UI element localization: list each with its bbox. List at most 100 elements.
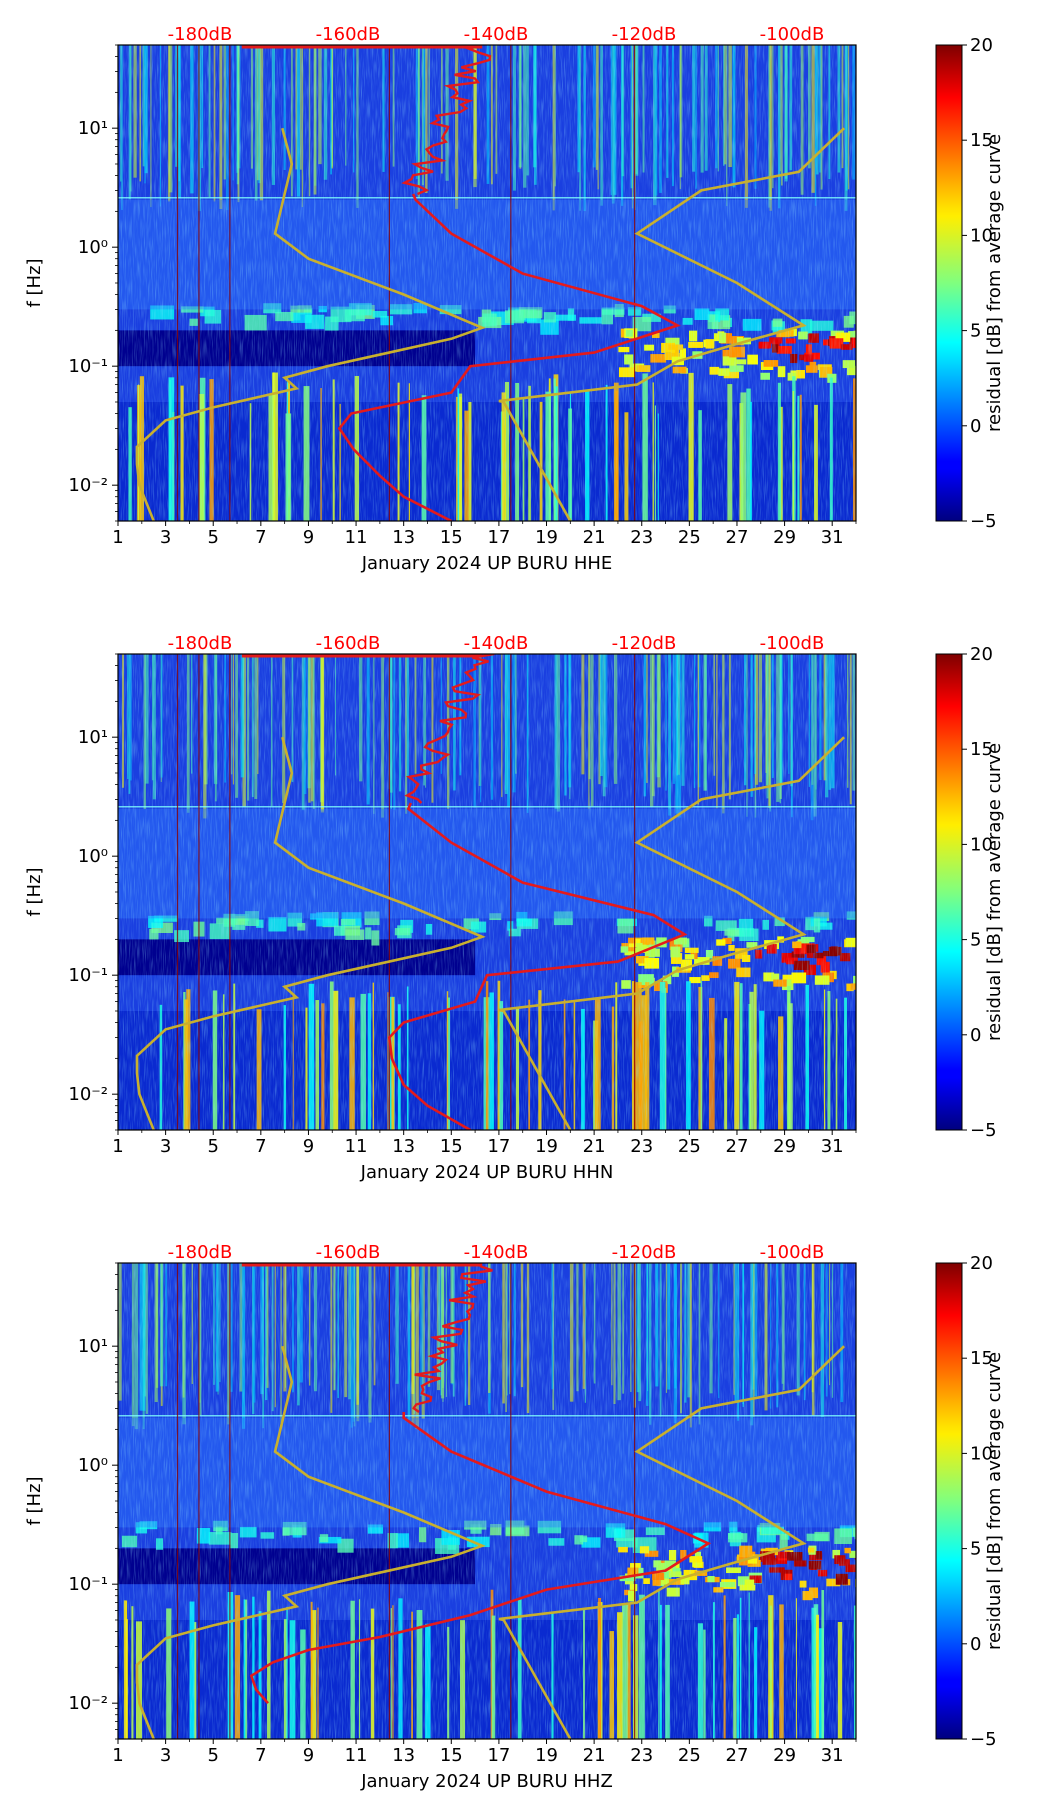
db-label: -140dB: [464, 1242, 529, 1263]
colorbar-label: residual [dB] from average curve: [984, 1352, 1005, 1650]
colorbar-tick-label: 0: [970, 1025, 981, 1046]
x-axis-label: January 2024 UP BURU HHN: [360, 1162, 614, 1183]
y-tick-label: 10¹: [78, 1336, 108, 1357]
noise_model_high-line: [498, 736, 846, 1130]
colorbar-tick-label: 10: [970, 1443, 993, 1464]
y-tick-label: 10¹: [78, 727, 108, 748]
heatmap-area: [118, 45, 856, 521]
power-curve-hf-line: [404, 654, 495, 804]
x-tick-label: 23: [630, 1136, 653, 1157]
db-label: -120dB: [612, 633, 677, 654]
x-tick-label: 11: [345, 527, 368, 548]
colorbar-tick-label: 20: [970, 35, 993, 56]
noise_model_high-line: [498, 1345, 846, 1739]
heatmap-cell: [854, 1532, 856, 1540]
x-tick-label: 1: [112, 1136, 123, 1157]
colorbar: 20 15 10 5 0 −5 residual [dB] from average cur…: [935, 1253, 1005, 1750]
heatmap-cell: [855, 335, 856, 342]
power-curve-hf-line: [412, 1263, 493, 1413]
power_curve-line: [388, 802, 688, 1130]
x-tick-label: 19: [535, 527, 558, 548]
x-tick-label: 27: [726, 1745, 749, 1766]
x-tick-label: 9: [303, 1745, 314, 1766]
x-tick-label: 29: [773, 1745, 796, 1766]
db-label: -180dB: [168, 633, 233, 654]
y-axis-label: f [Hz]: [24, 1476, 45, 1525]
x-tick-label: 17: [487, 527, 510, 548]
x-tick-label: 29: [773, 1136, 796, 1157]
x-tick-label: 7: [255, 1745, 266, 1766]
y-tick-label: 10⁰: [78, 846, 108, 867]
heatmap-area: [118, 1263, 856, 1739]
x-tick-label: 31: [821, 527, 844, 548]
noise_model_low-line: [135, 1345, 486, 1739]
x-tick-label: 21: [583, 1136, 606, 1157]
x-axis-label: January 2024 UP BURU HHZ: [360, 1771, 613, 1792]
colorbar-tick-label: 15: [970, 739, 993, 760]
db-label: -140dB: [464, 633, 529, 654]
colorbar: 20 15 10 5 0 −5 residual [dB] from average cur…: [935, 35, 1005, 532]
x-tick-label: 1: [112, 1745, 123, 1766]
x-tick-label: 25: [678, 527, 701, 548]
power-curve-hf-line: [401, 45, 492, 196]
db-label: -180dB: [168, 24, 233, 45]
colorbar-tick-label: 0: [970, 416, 981, 437]
colorbar-gradient: [935, 653, 963, 1131]
y-tick-label: 10¹: [78, 118, 108, 139]
x-tick-label: 15: [440, 1745, 463, 1766]
db-label: -120dB: [612, 1242, 677, 1263]
x-tick-label: 23: [630, 527, 653, 548]
y-tick-label: 10⁻¹: [68, 965, 108, 986]
x-tick-label: 25: [678, 1745, 701, 1766]
noise_model_low-line: [135, 127, 486, 521]
y-tick-label: 10⁻²: [68, 475, 108, 496]
x-tick-label: 5: [207, 1136, 218, 1157]
x-tick-label: 25: [678, 1136, 701, 1157]
x-tick-label: 7: [255, 527, 266, 548]
colorbar-gradient: [935, 1262, 963, 1740]
x-tick-label: 11: [345, 1136, 368, 1157]
db-label: -160dB: [316, 24, 381, 45]
x-tick-label: 31: [821, 1745, 844, 1766]
y-axis-label: f [Hz]: [24, 258, 45, 307]
db-label: -160dB: [316, 633, 381, 654]
x-tick-label: 13: [392, 1136, 415, 1157]
x-tick-label: 21: [583, 527, 606, 548]
colorbar-label: residual [dB] from average curve: [984, 743, 1005, 1041]
power_curve-line: [337, 193, 681, 521]
y-tick-label: 10⁰: [78, 1455, 108, 1476]
x-tick-label: 9: [303, 1136, 314, 1157]
x-tick-label: 13: [392, 1745, 415, 1766]
x-tick-label: 5: [207, 1745, 218, 1766]
db-label: -140dB: [464, 24, 529, 45]
db-label: -120dB: [612, 24, 677, 45]
x-axis-label: January 2024 UP BURU HHE: [361, 553, 613, 574]
heatmap-area: [118, 654, 856, 1130]
x-tick-label: 27: [726, 527, 749, 548]
y-tick-label: 10⁻²: [68, 1693, 108, 1714]
y-tick-label: 10⁰: [78, 237, 108, 258]
x-tick-label: 9: [303, 527, 314, 548]
colorbar-tick-label: 20: [970, 644, 993, 665]
colorbar-tick-label: 5: [970, 930, 981, 951]
noise_model_high-line: [498, 127, 846, 521]
x-tick-label: 31: [821, 1136, 844, 1157]
colorbar-tick-label: 5: [970, 321, 981, 342]
x-tick-label: 3: [160, 1745, 171, 1766]
y-tick-label: 10⁻¹: [68, 356, 108, 377]
x-tick-label: 17: [487, 1745, 510, 1766]
colorbar-tick-label: −5: [970, 1120, 997, 1141]
db-label: -180dB: [168, 1242, 233, 1263]
db-label: -100dB: [760, 1242, 825, 1263]
x-tick-label: 1: [112, 527, 123, 548]
colorbar-tick-label: 15: [970, 1348, 993, 1369]
colorbar: 20 15 10 5 0 −5 residual [dB] from average cur…: [935, 644, 1005, 1141]
x-tick-label: 5: [207, 527, 218, 548]
heatmap-texture: [118, 654, 856, 1130]
noise_model_low-line: [135, 736, 486, 1130]
y-axis-label: f [Hz]: [24, 867, 45, 916]
x-tick-label: 19: [535, 1745, 558, 1766]
